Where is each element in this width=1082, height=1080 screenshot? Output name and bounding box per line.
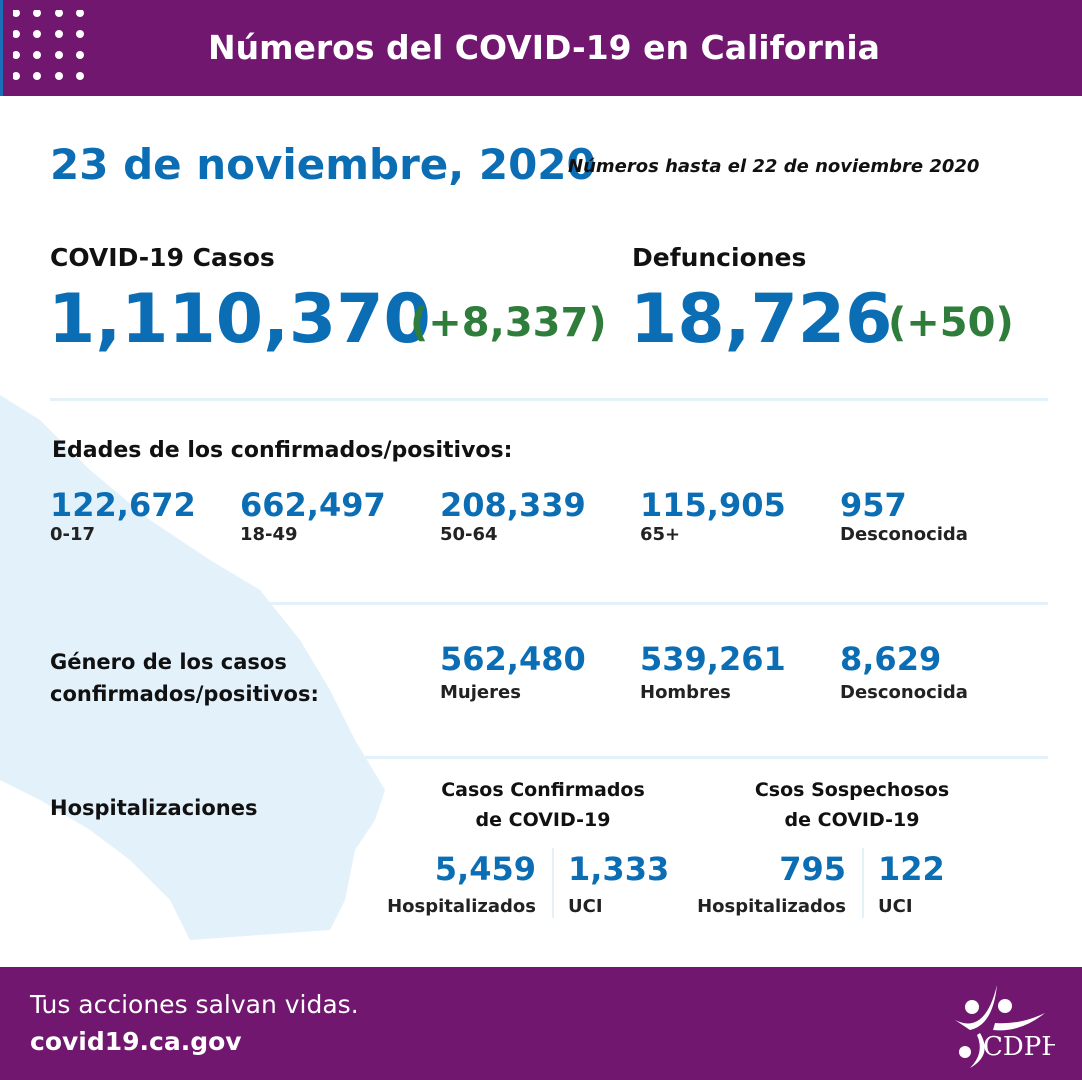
suspected-hospitalized-value: 795 — [779, 850, 846, 888]
suspected-hospitalized-label: Hospitalizados — [697, 896, 846, 917]
dots-decoration-icon — [13, 10, 84, 80]
confirmed-icu-value: 1,333 — [568, 850, 670, 888]
age-group: 662,497 18-49 — [240, 486, 386, 545]
cdph-logo-icon: CDPH — [955, 985, 1055, 1068]
confirmed-hospitalized-label: Hospitalizados — [387, 896, 536, 917]
gender-group: 562,480 Mujeres — [440, 640, 586, 703]
report-date: 23 de noviembre, 2020 — [50, 140, 596, 189]
confirmed-title-line: Casos Confirmados — [441, 779, 645, 801]
age-group: 957 Desconocida — [840, 486, 968, 545]
age-value: 115,905 — [640, 486, 786, 524]
tagline: Tus acciones salvan vidas. — [30, 990, 359, 1019]
age-label: 0-17 — [50, 524, 96, 545]
divider — [50, 602, 1048, 605]
age-label: 18-49 — [240, 524, 298, 545]
gender-label: Desconocida — [840, 682, 968, 703]
gender-group: 8,629 Desconocida — [840, 640, 968, 703]
confirmed-hospitalized-value: 5,459 — [434, 850, 536, 888]
confirmed-title-line: de COVID-19 — [475, 809, 611, 831]
age-label: 50-64 — [440, 524, 498, 545]
hospital-heading: Hospitalizaciones — [50, 796, 258, 820]
divider — [862, 848, 864, 918]
suspected-icu-label: UCI — [878, 896, 913, 917]
header-banner: Números del COVID-19 en California — [0, 0, 1082, 96]
page-title: Números del COVID-19 en California — [208, 28, 880, 67]
cases-label: COVID-19 Casos — [50, 243, 275, 272]
suspected-title-line: de COVID-19 — [784, 809, 920, 831]
confirmed-title: Casos Confirmados de COVID-19 — [418, 775, 668, 835]
footer-banner: Tus acciones salvan vidas. covid19.ca.go… — [0, 967, 1082, 1080]
gender-label: Hombres — [640, 682, 731, 703]
deaths-label: Defunciones — [632, 243, 807, 272]
gender-label: Mujeres — [440, 682, 521, 703]
age-label: 65+ — [640, 524, 681, 545]
as-of-note: Números hasta el 22 de noviembre 2020 — [568, 156, 980, 177]
gender-heading-line: confirmados/positivos: — [50, 682, 319, 706]
suspected-title: Csos Sospechosos de COVID-19 — [727, 775, 977, 835]
age-value: 957 — [840, 486, 907, 524]
age-value: 662,497 — [240, 486, 386, 524]
cases-total: 1,110,370 — [48, 280, 431, 359]
suspected-title-line: Csos Sospechosos — [754, 779, 950, 801]
divider — [552, 848, 554, 918]
deaths-change: (+50) — [888, 300, 1014, 346]
cdph-logo-text: CDPH — [983, 1032, 1055, 1062]
gender-heading: Género de los casos confirmados/positivos… — [50, 646, 319, 710]
divider — [50, 756, 1048, 759]
suspected-icu-value: 122 — [878, 850, 945, 888]
gender-value: 8,629 — [840, 640, 942, 678]
confirmed-icu-label: UCI — [568, 896, 603, 917]
age-value: 208,339 — [440, 486, 586, 524]
age-label: Desconocida — [840, 524, 968, 545]
age-group: 115,905 65+ — [640, 486, 786, 545]
deaths-total: 18,726 — [630, 280, 893, 359]
ages-heading: Edades de los confirmados/positivos: — [52, 438, 513, 463]
gender-heading-line: Género de los casos — [50, 650, 287, 674]
website-link[interactable]: covid19.ca.gov — [30, 1027, 242, 1056]
age-value: 122,672 — [50, 486, 196, 524]
gender-group: 539,261 Hombres — [640, 640, 786, 703]
cases-change: (+8,337) — [410, 300, 607, 346]
age-group: 208,339 50-64 — [440, 486, 586, 545]
gender-value: 539,261 — [640, 640, 786, 678]
gender-value: 562,480 — [440, 640, 586, 678]
age-group: 122,672 0-17 — [50, 486, 196, 545]
divider — [50, 398, 1048, 401]
